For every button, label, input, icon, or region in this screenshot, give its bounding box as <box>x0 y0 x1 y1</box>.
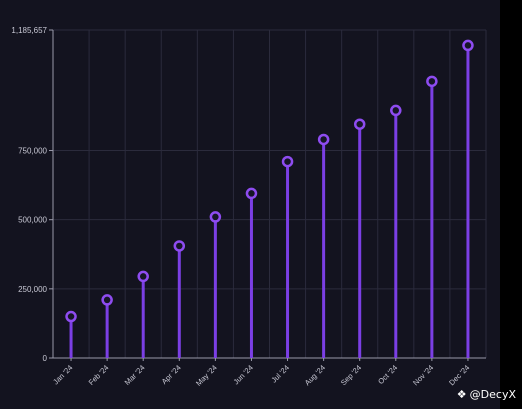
x-tick-label: Aug '24 <box>303 363 327 387</box>
y-tick-label: 250,000 <box>18 285 47 294</box>
watermark-text: @DecyX <box>469 388 516 401</box>
lollipop-marker <box>173 240 186 252</box>
lollipop-marker <box>426 75 438 88</box>
lollipop-marker <box>281 155 294 168</box>
x-tick-label: Mar '24 <box>123 363 147 387</box>
lollipop-marker <box>137 270 149 283</box>
x-tick-label: Jan '24 <box>51 363 74 386</box>
x-tick-label: Oct '24 <box>376 363 399 386</box>
lollipop-marker <box>245 187 258 200</box>
x-tick-label: Jul '24 <box>269 363 291 385</box>
x-tick-label: May '24 <box>194 363 219 388</box>
y-tick-label: 750,000 <box>18 147 47 156</box>
x-tick-label: Dec '24 <box>447 363 471 387</box>
lollipop-marker <box>209 211 222 223</box>
lollipop-marker <box>101 294 113 306</box>
lollipop-marker <box>390 104 402 117</box>
x-tick-label: Apr '24 <box>160 363 183 386</box>
lollipop-marker <box>462 39 474 52</box>
x-tick-label: Sep '24 <box>339 363 363 387</box>
lollipop-marker <box>65 310 77 323</box>
y-tick-label: 0 <box>43 354 48 363</box>
x-tick-label: Nov '24 <box>411 363 435 387</box>
lollipop-marker <box>317 133 330 146</box>
x-tick-label: Feb '24 <box>87 363 111 387</box>
y-tick-label: 1,185,657 <box>11 26 47 35</box>
lollipop-chart: 0 250,000 500,000 750,000 1,185,657 Jan '24 Fe… <box>11 26 487 388</box>
diamond-logo-icon: ❖ <box>456 388 467 401</box>
chart-panel: 0 250,000 500,000 750,000 1,185,657 Jan '24 Fe… <box>0 0 500 409</box>
y-tick-label: 500,000 <box>18 216 47 225</box>
lollipop-marker <box>353 118 366 130</box>
watermark: ❖ @DecyX <box>457 388 516 401</box>
x-tick-label: Jun '24 <box>232 363 255 386</box>
